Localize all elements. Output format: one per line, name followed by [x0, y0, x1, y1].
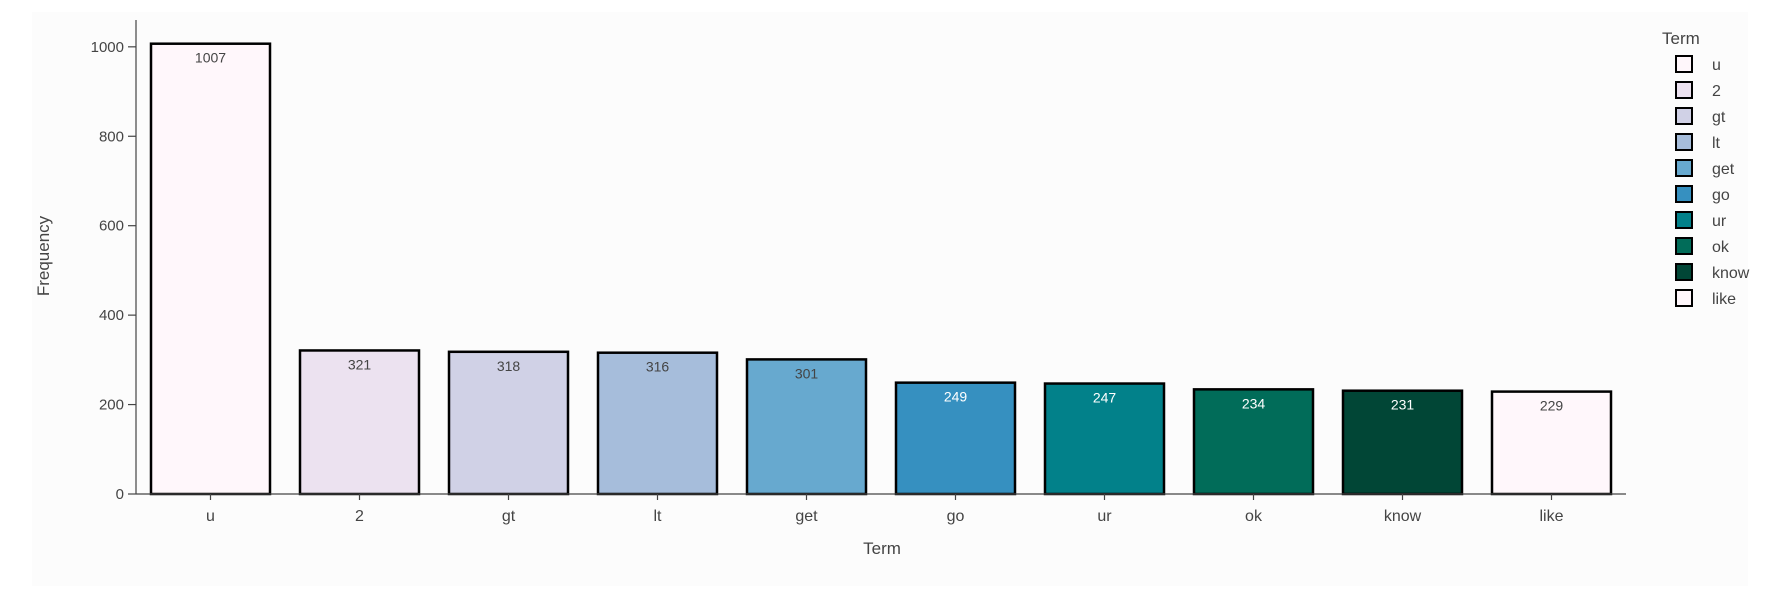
x-tick-label: get [795, 508, 818, 525]
x-tick-label: 2 [355, 508, 364, 525]
x-axis: u 2 gt lt get go ur ok know like [136, 493, 1626, 525]
y-axis-title: Frequency [34, 215, 53, 296]
bar-value-label: 229 [1540, 398, 1564, 414]
legend-item[interactable]: u [1675, 55, 1721, 74]
legend-label: ok [1712, 239, 1730, 256]
legend-label: like [1712, 291, 1736, 308]
legend-label: lt [1712, 135, 1721, 152]
bar[interactable] [1341, 389, 1464, 496]
legend-item[interactable]: ur [1675, 211, 1727, 230]
bar-group: 1007 [149, 42, 272, 496]
legend-label: 2 [1712, 83, 1721, 100]
bar-value-label: 249 [944, 389, 968, 405]
bar[interactable] [894, 381, 1017, 496]
x-tick-label: go [947, 508, 965, 525]
bar[interactable] [149, 42, 272, 496]
legend-label: u [1712, 57, 1721, 74]
bar-value-label: 318 [497, 358, 521, 374]
x-tick-label: ok [1245, 508, 1263, 525]
legend-swatch [1675, 185, 1693, 203]
legend-swatch [1675, 159, 1693, 177]
legend-swatch [1675, 211, 1693, 229]
x-tick-label: like [1539, 508, 1563, 525]
legend-swatch [1675, 237, 1693, 255]
bar[interactable] [447, 350, 570, 496]
y-axis: 0 200 400 600 800 1000 [91, 20, 137, 503]
legend-label: gt [1712, 109, 1726, 126]
y-tick-label: 400 [99, 307, 124, 324]
bar-group: 229 [1490, 390, 1613, 496]
bar-group: 249 [894, 381, 1017, 496]
legend-swatch [1675, 263, 1693, 281]
y-tick-label: 1000 [91, 39, 124, 56]
x-axis-title: Term [863, 539, 901, 558]
bar-value-label: 321 [348, 356, 372, 372]
bar-value-label: 316 [646, 359, 670, 375]
legend-swatch [1675, 55, 1693, 73]
bar-group: 316 [596, 351, 719, 496]
legend-label: get [1712, 161, 1735, 178]
bar-group: 301 [745, 358, 868, 496]
legend-item[interactable]: go [1675, 185, 1730, 204]
y-tick-label: 0 [116, 486, 124, 503]
x-tick-label: u [206, 508, 215, 525]
bar-value-label: 301 [795, 365, 819, 381]
legend-item[interactable]: ok [1675, 237, 1730, 256]
bar-group: 231 [1341, 389, 1464, 496]
legend-title: Term [1662, 29, 1700, 48]
bar-value-label: 1007 [195, 50, 226, 66]
legend: Term u 2 gt lt get go ur ok know like [1662, 29, 1750, 308]
y-tick-label: 200 [99, 397, 124, 414]
bar-group: 234 [1192, 388, 1315, 496]
bar-group: 247 [1043, 382, 1166, 496]
legend-swatch [1675, 107, 1693, 125]
legend-item[interactable]: gt [1675, 107, 1726, 126]
legend-item[interactable]: get [1675, 159, 1735, 178]
legend-item[interactable]: 2 [1675, 81, 1721, 100]
legend-label: know [1712, 265, 1750, 282]
y-tick-label: 600 [99, 218, 124, 235]
bar-value-label: 247 [1093, 390, 1117, 406]
legend-swatch [1675, 289, 1693, 307]
legend-item[interactable]: lt [1675, 133, 1721, 152]
plot-background [32, 12, 1748, 587]
legend-label: go [1712, 187, 1730, 204]
bar[interactable] [1043, 382, 1166, 496]
y-tick-label: 800 [99, 128, 124, 145]
legend-swatch [1675, 81, 1693, 99]
legend-label: ur [1712, 213, 1727, 230]
x-tick-label: gt [502, 508, 516, 525]
x-tick-label: lt [654, 508, 663, 525]
legend-item[interactable]: know [1675, 263, 1750, 282]
x-tick-label: ur [1097, 508, 1112, 525]
legend-item[interactable]: like [1675, 289, 1736, 308]
bar-value-label: 234 [1242, 395, 1266, 411]
legend-swatch [1675, 133, 1693, 151]
x-tick-label: know [1384, 508, 1422, 525]
bar-group: 318 [447, 350, 570, 496]
bar-value-label: 231 [1391, 397, 1415, 413]
bar-group: 321 [298, 349, 421, 496]
